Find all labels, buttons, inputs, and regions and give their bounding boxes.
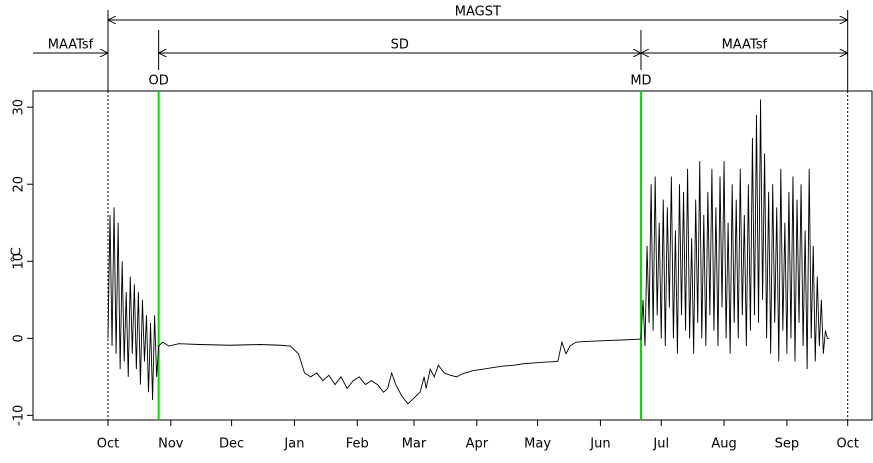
x-tick-label: Oct [97, 437, 119, 452]
marker-label: OD [149, 74, 169, 89]
span-label: MAATsf [48, 38, 94, 53]
span-label: SD [391, 38, 409, 53]
marker-label: MD [630, 74, 651, 89]
temperature-line [107, 99, 830, 405]
x-tick-label: Nov [158, 437, 184, 452]
x-tick-label: May [524, 437, 551, 452]
y-axis-label: °C [10, 247, 25, 263]
x-tick-label: Sep [775, 437, 800, 452]
span-label: MAGST [455, 5, 501, 20]
x-tick-label: Aug [711, 437, 736, 452]
x-tick-label: Apr [466, 437, 489, 452]
span-label: MAATsf [722, 38, 768, 53]
y-tick-label: 20 [12, 176, 27, 193]
x-tick-label: Mar [402, 437, 427, 452]
x-tick-label: Jan [283, 437, 304, 452]
y-tick-label: -10 [12, 405, 27, 426]
x-tick-label: Dec [219, 437, 244, 452]
x-tick-label: Jun [589, 437, 610, 452]
y-tick-label: 30 [12, 99, 27, 116]
x-tick-label: Feb [346, 437, 369, 452]
y-tick-label: 0 [12, 334, 27, 342]
x-tick-label: Oct [836, 437, 858, 452]
x-tick-label: Jul [652, 437, 669, 452]
y-tick-label: 10 [12, 253, 27, 270]
plot-frame [32, 90, 873, 421]
